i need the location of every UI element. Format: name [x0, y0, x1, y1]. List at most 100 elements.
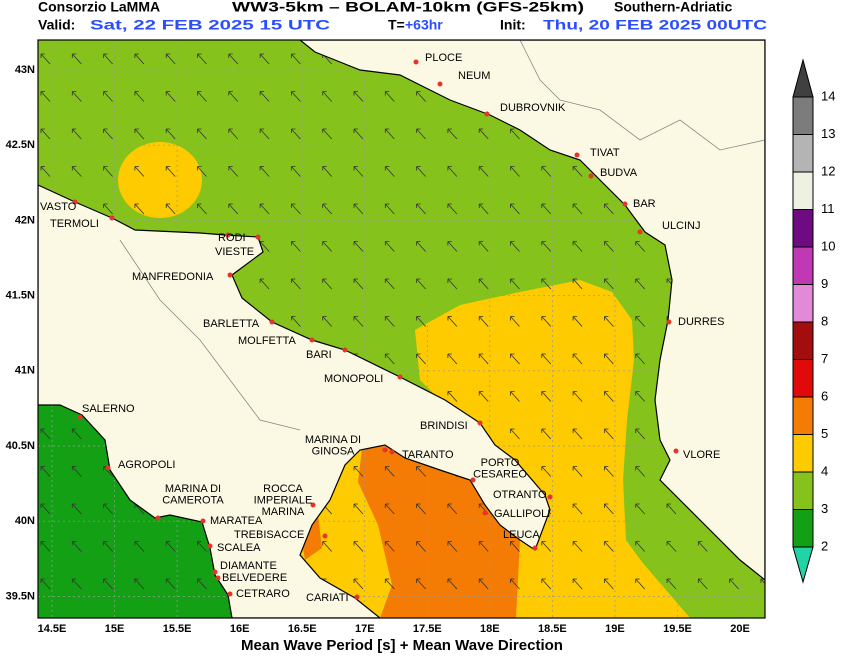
arrow: [134, 578, 145, 590]
lat-label: 39.5N: [6, 590, 35, 602]
arrow: [259, 53, 270, 65]
arrow: [291, 278, 301, 290]
arrow: [384, 503, 395, 515]
arrow: [134, 91, 145, 102]
place-label: MARINA DI: [165, 483, 221, 495]
arrow: [510, 578, 520, 590]
arrow: [478, 316, 489, 327]
arrow: [697, 578, 708, 590]
colorbar-swatch: [792, 246, 814, 285]
place-label: MANFREDONIA: [132, 271, 214, 283]
place-label: BUDVA: [600, 167, 638, 179]
arrow: [416, 541, 426, 552]
arrow: [197, 578, 207, 590]
place-dot: [342, 347, 348, 353]
arrow: [197, 91, 207, 102]
arrow: [604, 578, 614, 590]
org: Consorzio LaMMA: [38, 0, 160, 15]
arrow: [134, 203, 145, 215]
lead-label: T=: [388, 17, 405, 33]
arrow: [322, 316, 332, 327]
colorbar-swatch: [792, 96, 814, 135]
arrow: [541, 166, 552, 177]
place-label: GINOSA: [312, 445, 355, 457]
arrow: [384, 316, 395, 327]
arrow: [40, 466, 51, 477]
lat-label: 41.5N: [6, 290, 35, 302]
place-label: ULCINJ: [662, 220, 701, 232]
place-dot: [413, 59, 419, 65]
arrow: [510, 391, 520, 402]
arrow: [165, 541, 176, 552]
arrow: [572, 428, 583, 440]
arrow: [291, 166, 301, 177]
place-label: IMPERIALE: [254, 494, 313, 506]
arrow: [416, 466, 426, 477]
arrow: [40, 578, 51, 590]
arrow: [572, 391, 583, 402]
place-label: RODI: [218, 232, 246, 244]
place-dot: [109, 215, 115, 221]
arrow: [384, 578, 395, 590]
colorbar-label: 7: [821, 351, 828, 366]
colorbar-label: 9: [821, 276, 828, 291]
arrow: [103, 53, 113, 65]
place-label: TIVAT: [590, 147, 620, 159]
colorbar-swatch: [792, 134, 814, 173]
arrow: [416, 316, 426, 327]
arrow: [353, 241, 364, 252]
valid-time: Sat, 22 FEB 2025 15 UTC: [90, 17, 330, 33]
place-dot: [72, 199, 78, 205]
arrow: [103, 578, 113, 590]
arrow: [447, 166, 458, 177]
colorbar-swatch: [792, 359, 814, 398]
sea-4-5: [118, 142, 202, 218]
colorbar-label: 11: [821, 201, 835, 216]
colorbar-label: 4: [821, 463, 828, 478]
arrow: [635, 466, 645, 477]
arrow: [666, 578, 677, 590]
place-dot: [354, 594, 360, 600]
arrow: [353, 316, 364, 327]
arrow: [353, 541, 364, 552]
arrow: [604, 503, 614, 515]
arrow: [572, 278, 583, 290]
place-label: GALLIPOLI: [494, 508, 550, 520]
arrow: [291, 316, 301, 327]
arrow: [103, 503, 113, 515]
arrow: [478, 166, 489, 177]
arrow: [103, 166, 113, 177]
lat-label: 40.5N: [6, 440, 35, 452]
arrow: [259, 203, 270, 215]
arrow: [635, 503, 645, 515]
arrow: [478, 391, 489, 402]
arrow: [729, 578, 739, 590]
colorbar-swatch: [792, 434, 814, 473]
arrow: [447, 241, 458, 252]
arrow: [604, 541, 614, 552]
place-label: OTRANTO: [493, 489, 547, 501]
footer: Mean Wave Period [s] + Mean Wave Directi…: [241, 637, 563, 654]
arrow: [572, 203, 583, 215]
place-label: BELVEDERE: [222, 572, 287, 584]
place-label: SALERNO: [82, 403, 135, 415]
arrow: [604, 466, 614, 477]
place-label: CESAREO: [473, 468, 527, 480]
arrow: [40, 541, 51, 552]
arrow: [541, 541, 552, 552]
place-label: MARINA: [262, 506, 305, 518]
arrow: [604, 203, 614, 215]
lon-label: 14.5E: [38, 623, 67, 635]
place-dot: [532, 545, 538, 551]
arrow: [416, 578, 426, 590]
arrow: [353, 128, 364, 140]
arrow: [447, 541, 458, 552]
arrow: [71, 91, 82, 102]
place-label: CAMEROTA: [162, 494, 224, 506]
arrow: [478, 241, 489, 252]
place-label: MONOPOLI: [324, 373, 383, 385]
place-label: TERMOLI: [50, 218, 99, 230]
place-label: LEUCA: [503, 529, 540, 541]
colorbar-label: 12: [821, 163, 835, 178]
arrow: [353, 578, 364, 590]
